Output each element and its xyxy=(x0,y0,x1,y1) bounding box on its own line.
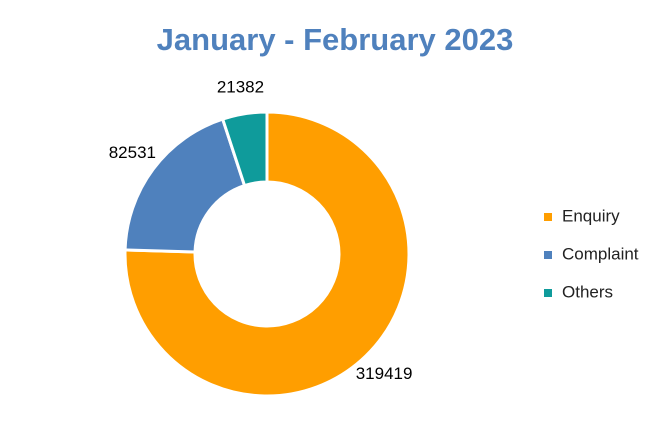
legend-marker xyxy=(544,213,552,221)
data-label: 82531 xyxy=(109,143,156,162)
donut-slice xyxy=(123,117,247,254)
legend-marker xyxy=(544,251,552,259)
chart-title: January - February 2023 xyxy=(157,22,514,57)
donut-slice xyxy=(220,110,269,188)
donut-slice xyxy=(123,110,411,398)
data-label: 21382 xyxy=(217,78,264,97)
legend-label: Complaint xyxy=(562,244,639,263)
data-label: 319419 xyxy=(356,364,413,383)
legend-label: Others xyxy=(562,282,613,301)
legend-label: Enquiry xyxy=(562,206,620,225)
legend-marker xyxy=(544,289,552,297)
